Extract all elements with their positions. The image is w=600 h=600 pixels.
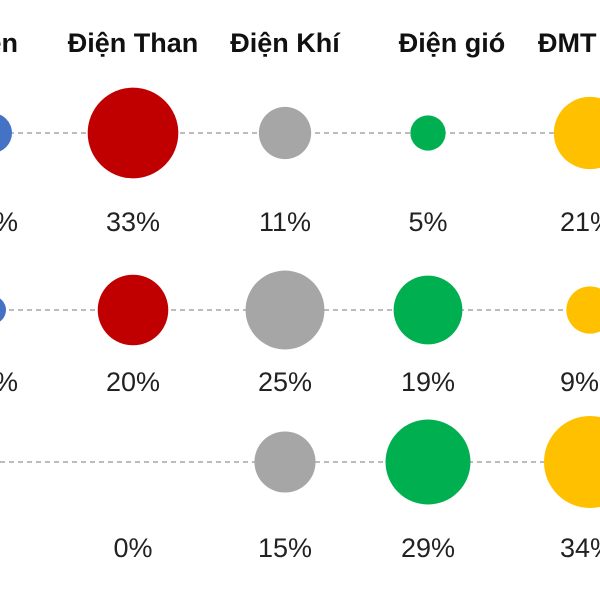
value-label-dien-gio: 5% <box>408 207 447 237</box>
bubble-dmtmn <box>566 286 600 334</box>
value-label-thuy-dien: % <box>0 367 18 397</box>
value-label-dien-than: 33% <box>106 207 160 237</box>
bubble-dien-khi <box>258 106 312 160</box>
value-label-dien-khi: 15% <box>258 533 312 563</box>
bubble-dien-gio <box>393 275 463 345</box>
bubble-dien-khi <box>245 270 325 350</box>
value-label-dmtmn: 34% <box>560 533 600 563</box>
chart-row-1: % 33% 11% 5% 21% <box>0 87 600 237</box>
value-label-dien-khi: 25% <box>258 367 312 397</box>
value-label-dien-gio: 19% <box>401 367 455 397</box>
value-label-dien-khi: 11% <box>259 207 311 237</box>
value-label-thuy-dien: % <box>0 207 18 237</box>
value-label-dien-than: 20% <box>106 367 160 397</box>
value-label-dien-than: 0% <box>113 533 152 563</box>
bubble-dien-gio <box>385 419 471 505</box>
value-label-dien-gio: 29% <box>401 533 455 563</box>
column-header-dien-gio: Điện gió <box>399 28 506 58</box>
column-header-dien-than: Điện Than <box>68 28 199 58</box>
column-header-thuy-dien: ện <box>0 28 18 58</box>
chart-row-3: 0% 15% 29% 34% <box>0 416 600 563</box>
bubble-dmtmn <box>544 416 600 508</box>
column-headers: ện Điện Than Điện Khí Điện gió ĐMT <box>0 28 597 58</box>
bubble-dien-khi <box>254 431 316 493</box>
value-label-dmtmn: 21% <box>560 207 600 237</box>
bubble-dien-than <box>97 274 169 346</box>
chart-row-2: % 20% 25% 19% 9% <box>0 270 600 397</box>
column-header-dien-khi: Điện Khí <box>230 28 341 58</box>
bubble-dien-gio <box>410 115 446 151</box>
chart-rows: % 33% 11% 5% 21%% 20% 25% 19% 9% 0% 15% 29% 34% <box>0 87 600 563</box>
bubble-thuy-dien <box>0 298 6 322</box>
column-header-dmtmn: ĐMT <box>538 28 597 58</box>
bubble-thuy-dien <box>0 114 12 152</box>
value-label-dmtmn: 9% <box>560 367 599 397</box>
bubble-dmtmn <box>553 96 600 170</box>
bubble-dien-than <box>87 87 179 179</box>
